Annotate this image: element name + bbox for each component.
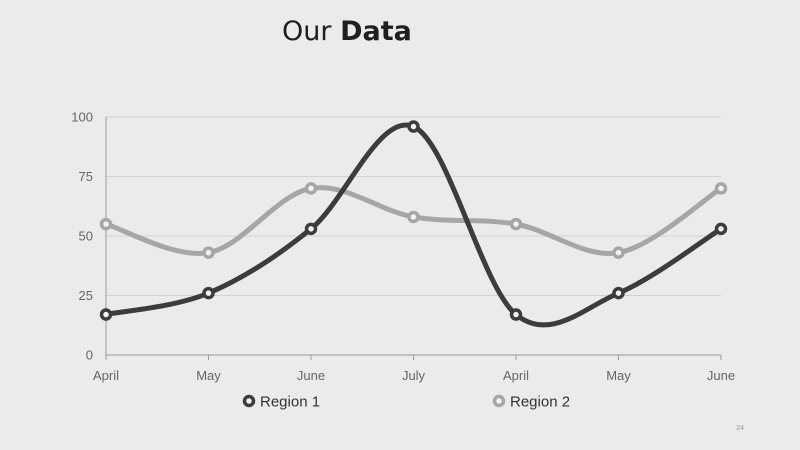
legend: Region 1 Region 2: [242, 394, 570, 411]
data-point-region-2: [714, 182, 728, 195]
y-tick-label: 50: [79, 229, 93, 244]
x-tick-label: May: [196, 368, 221, 383]
y-tick-label: 0: [86, 348, 93, 363]
x-tick-label: June: [297, 368, 325, 383]
legend-marker-region-2: [492, 394, 506, 408]
series-group: [99, 120, 728, 328]
data-point-region-2: [509, 217, 523, 231]
data-point-region-2: [99, 217, 113, 231]
data-point-region-2: [304, 182, 318, 195]
x-tick-label: May: [606, 368, 631, 383]
legend-label-region-2: Region 2: [510, 394, 570, 411]
data-point-region-1: [99, 308, 113, 321]
gridlines: [106, 116, 721, 296]
data-point-region-1: [304, 222, 318, 236]
page-number: 24: [736, 425, 744, 432]
data-point-region-1: [509, 308, 523, 321]
x-tick-label: April: [503, 368, 529, 383]
x-tick-label: June: [707, 368, 735, 383]
legend-label-region-1: Region 1: [260, 394, 320, 411]
data-point-region-2: [202, 246, 215, 259]
y-tick-label: 25: [79, 288, 93, 303]
data-point-region-1: [407, 120, 420, 133]
series-line-region-1: [103, 122, 724, 328]
x-tick-label: July: [402, 368, 426, 383]
title-regular: Our: [282, 16, 332, 47]
x-axis-labels: April May June July April May June: [93, 368, 735, 383]
data-point-region-1: [612, 286, 625, 300]
y-axis-labels: 0 25 50 75 100: [71, 110, 93, 363]
data-point-region-2: [407, 210, 420, 224]
y-tick-label: 100: [71, 110, 93, 125]
title-bold: Data: [340, 16, 412, 47]
y-tick-label: 75: [79, 169, 93, 184]
axes: [105, 117, 722, 360]
slide-title: Our Data: [282, 16, 412, 47]
legend-marker-region-1: [242, 394, 256, 408]
x-tick-label: April: [93, 368, 119, 383]
data-point-region-2: [612, 246, 625, 259]
data-point-region-1: [714, 222, 728, 236]
data-point-region-1: [202, 286, 215, 300]
